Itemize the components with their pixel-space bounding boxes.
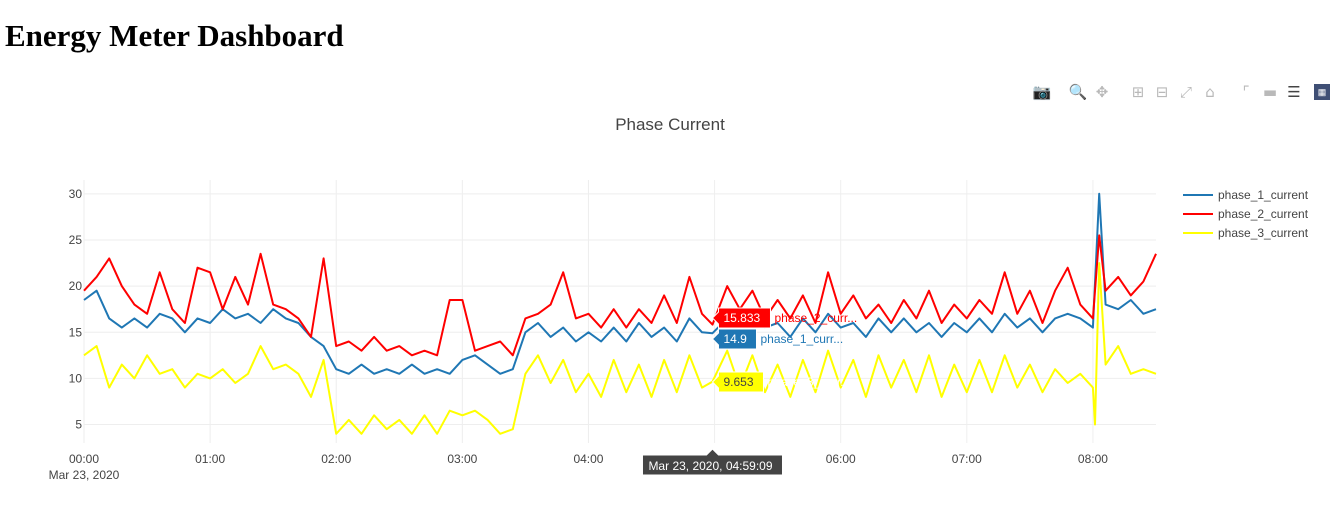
- y-tick-label: 25: [69, 233, 83, 247]
- y-tick-label: 10: [69, 371, 83, 385]
- legend-item[interactable]: phase_1_current: [1183, 188, 1309, 202]
- grid-lines: [83, 180, 1156, 443]
- hover-compare-icon[interactable]: ☰: [1287, 83, 1301, 101]
- y-tick-label: 20: [69, 279, 83, 293]
- legend-item[interactable]: phase_2_current: [1183, 207, 1309, 221]
- spike-lines-icon[interactable]: ⌜: [1242, 83, 1250, 101]
- plotly-logo-icon[interactable]: ▦: [1314, 84, 1330, 100]
- hover-series-name: phase_1_curr...: [760, 332, 843, 346]
- zoom-icon[interactable]: 🔍: [1068, 83, 1088, 101]
- chart-modebar: 📷 🔍 ✥ ⊞ ⊟ ⤢ ⌂ ⌜ ▬ ☰ ▦: [1032, 82, 1330, 102]
- hover-x-text: Mar 23, 2020, 04:59:09: [648, 459, 772, 473]
- x-tick-label: 08:00: [1078, 452, 1108, 466]
- legend[interactable]: phase_1_current phase_2_current phase_3_cu…: [1183, 188, 1309, 240]
- hover-value-box: [711, 371, 764, 393]
- series-line-phase-2-current: [83, 234, 1157, 357]
- legend-item[interactable]: phase_3_current: [1183, 226, 1309, 240]
- zoom-out-icon[interactable]: ⊟: [1155, 83, 1169, 101]
- y-tick-label: 5: [75, 418, 82, 432]
- hover-series-name: phase_2_curr...: [774, 311, 857, 325]
- hover-value: 14.9: [723, 332, 747, 346]
- hover-label-phase-2-current: 15.833 phase_2_curr...: [711, 307, 857, 329]
- series-lines: [83, 192, 1157, 435]
- chart-title: Phase Current: [615, 115, 725, 134]
- page-title: Energy Meter Dashboard: [5, 18, 344, 53]
- pan-icon[interactable]: ✥: [1095, 83, 1109, 101]
- x-tick-label: 04:00: [573, 452, 603, 466]
- legend-label: phase_2_current: [1218, 207, 1309, 221]
- y-tick-label: 15: [69, 325, 83, 339]
- x-tick-label: 03:00: [447, 452, 477, 466]
- x-tick-label: 02:00: [321, 452, 351, 466]
- hover-label-phase-1-current: 14.9 phase_1_curr...: [711, 328, 843, 350]
- hover-series-name: phase_3_curr...: [767, 375, 850, 389]
- x-tick-label: 07:00: [952, 452, 982, 466]
- hover-value: 9.653: [723, 375, 753, 389]
- x-tick-label: 06:00: [826, 452, 856, 466]
- y-tick-label: 30: [69, 187, 83, 201]
- legend-label: phase_1_current: [1218, 188, 1309, 202]
- hover-value-box: [711, 307, 771, 329]
- hover-label-phase-3-current: 9.653 phase_3_curr...: [711, 371, 850, 393]
- autoscale-icon[interactable]: ⤢: [1179, 83, 1192, 101]
- series-line-phase-3-current: [83, 262, 1157, 435]
- reset-axes-icon[interactable]: ⌂: [1205, 83, 1215, 101]
- hover-x-label: Mar 23, 2020, 04:59:09: [641, 448, 783, 476]
- hover-closest-icon[interactable]: ▬: [1262, 83, 1278, 101]
- camera-icon[interactable]: 📷: [1032, 83, 1052, 101]
- zoom-in-icon[interactable]: ⊞: [1131, 83, 1145, 101]
- x-tick-label: 01:00: [195, 452, 225, 466]
- hover-value: 15.833: [723, 311, 760, 325]
- y-axis-ticks: 5 10 15 20 25 30: [69, 187, 83, 432]
- hover-labels: 15.833 phase_2_curr... 14.9 phase_1_curr...…: [641, 307, 857, 476]
- hover-value-box: [711, 328, 757, 350]
- hover-x-box: [641, 448, 783, 476]
- x-tick-label: 00:00: [69, 452, 99, 466]
- series-line-phase-1-current: [83, 192, 1157, 375]
- legend-label: phase_3_current: [1218, 226, 1309, 240]
- x-tick-sublabel: Mar 23, 2020: [49, 468, 120, 482]
